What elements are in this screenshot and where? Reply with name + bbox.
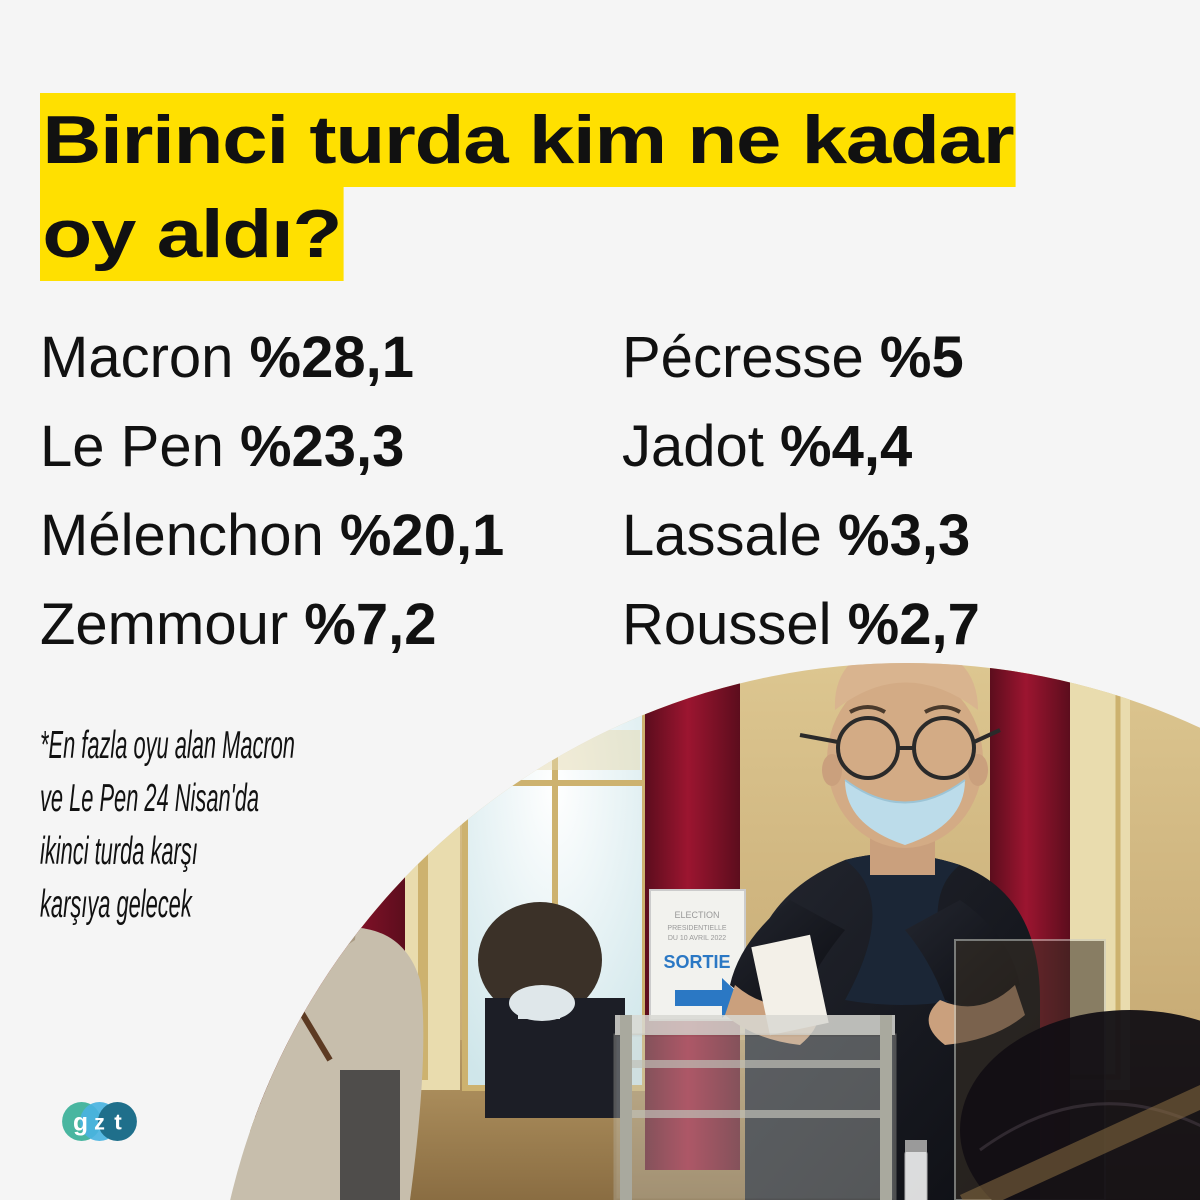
svg-text:SORTIE: SORTIE [663, 952, 730, 972]
svg-text:PRESIDENTIELLE: PRESIDENTIELLE [667, 925, 726, 932]
svg-text:g: g [73, 1110, 88, 1137]
svg-text:DU 10 AVRIL 2022: DU 10 AVRIL 2022 [668, 935, 726, 942]
svg-text:z: z [94, 1111, 105, 1135]
svg-text:t: t [114, 1110, 122, 1135]
svg-text:ELECTION: ELECTION [674, 910, 719, 920]
